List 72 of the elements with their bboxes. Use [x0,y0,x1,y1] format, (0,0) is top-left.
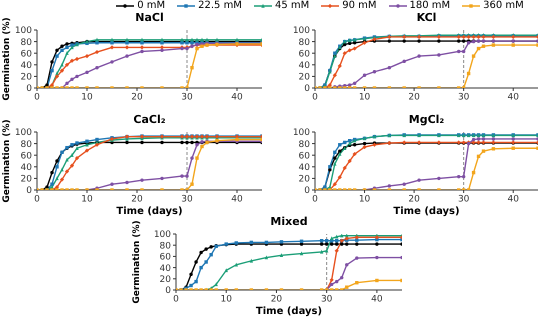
x-tick-label: 40 [231,92,243,102]
y-tick-label: 40 [20,60,32,71]
y-tick-label: 60 [298,49,310,60]
x-tick-label: 10 [358,194,371,204]
x-axis-title: Time (days) [256,305,322,318]
legend-label: 0 mM [137,0,166,12]
y-tick-label: 80 [298,140,310,150]
y-tick-label: 0 [26,84,32,94]
y-tick-label: 60 [20,49,32,60]
x-tick-label: 0 [34,194,40,204]
x-tick-label: 40 [507,194,520,204]
x-tick-label: 40 [231,194,243,204]
x-axis-title: Time (days) [116,205,183,218]
y-tick-label: 100 [292,26,310,36]
x-tick-label: 20 [408,92,420,102]
x-tick-label: 20 [270,294,282,304]
y-tick-label: 80 [20,38,32,48]
x-tick-label: 0 [34,92,40,102]
x-tick-label: 20 [408,194,420,204]
x-tick-label: 30 [181,92,193,102]
x-tick-label: 20 [131,92,143,102]
x-tick-label: 40 [507,92,520,102]
x-tick-label: 20 [131,194,143,204]
legend-label: 45 mM [274,0,310,12]
y-tick-label: 80 [20,140,32,150]
x-tick-label: 30 [458,194,470,204]
y-tick-label: 60 [298,151,310,162]
y-tick-label: 20 [20,72,32,83]
x-tick-label: 0 [173,294,180,304]
y-tick-label: 100 [14,128,32,138]
x-tick-label: 10 [81,194,93,204]
y-tick-label: 60 [160,252,172,263]
x-tick-label: 0 [312,194,318,204]
y-tick-label: 40 [160,264,172,274]
y-tick-label: 20 [160,274,172,285]
y-tick-label: 0 [26,186,32,196]
legend-label: 22.5 mM [198,0,242,12]
chart-title: KCl [416,11,436,24]
y-tick-label: 20 [298,72,310,83]
y-axis-title: Germination (%) [1,17,13,101]
x-tick-label: 10 [220,294,232,304]
legend-label: 360 mM [483,0,524,12]
y-tick-label: 20 [20,174,32,185]
x-tick-label: 40 [371,294,383,304]
chart-title: Mixed [270,215,308,228]
chart-title: NaCl [135,11,164,24]
y-tick-label: 40 [298,60,310,71]
y-tick-label: 100 [292,128,310,138]
y-tick-label: 40 [298,162,310,173]
y-tick-label: 80 [160,241,172,252]
x-tick-label: 30 [181,194,193,204]
y-tick-label: 100 [154,230,172,240]
chart-title: CaCl₂ [133,113,166,126]
y-tick-label: 0 [304,84,310,94]
x-tick-label: 30 [320,294,333,304]
x-tick-label: 10 [81,92,93,102]
y-tick-label: 80 [298,38,310,48]
y-tick-label: 20 [298,174,310,185]
y-axis-title: Germination (%) [131,220,143,304]
y-axis-title: Germination (%) [1,119,13,203]
x-tick-label: 0 [312,92,318,102]
x-axis-title: Time (days) [393,205,460,218]
y-tick-label: 0 [304,186,310,196]
y-tick-label: 60 [20,151,32,162]
legend-label: 180 mM [410,0,450,12]
legend-label: 90 mM [342,0,377,12]
x-tick-label: 30 [458,92,470,102]
y-tick-label: 40 [20,162,32,173]
chart-title: MgCl₂ [408,113,444,126]
x-tick-label: 10 [358,92,371,102]
y-tick-label: 0 [165,286,172,296]
y-tick-label: 100 [14,26,32,36]
